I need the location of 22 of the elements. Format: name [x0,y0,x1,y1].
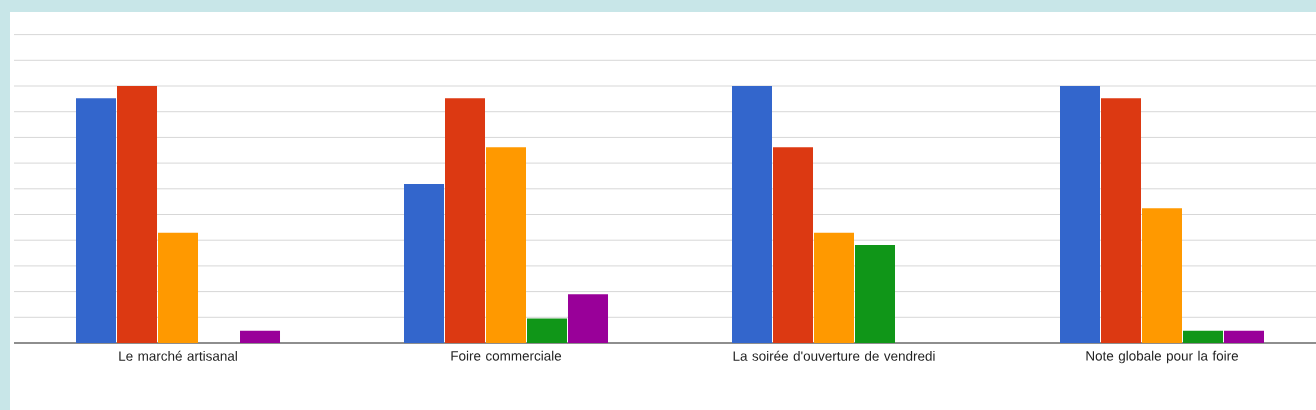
bar [1183,330,1223,343]
bar [158,232,199,343]
bar [814,232,855,343]
bar [1224,330,1264,343]
bar [732,86,772,343]
bar [1142,208,1182,343]
bar [1101,98,1141,343]
bar [527,318,568,343]
bar [855,245,896,343]
bar [76,98,117,343]
x-tick-label: Foire commerciale [451,350,562,361]
bar [1060,86,1100,343]
x-tick-label: Le marché artisanal [119,350,237,361]
bar [117,86,158,343]
bar [773,147,814,343]
bar [568,294,609,343]
bar [240,330,281,343]
x-tick-label: La soirée d'ouverture de vendredi [733,350,935,361]
bar [486,147,527,343]
bar [445,98,486,343]
bar [404,183,445,343]
x-tick-label: Note globale pour la foire [1086,350,1239,364]
